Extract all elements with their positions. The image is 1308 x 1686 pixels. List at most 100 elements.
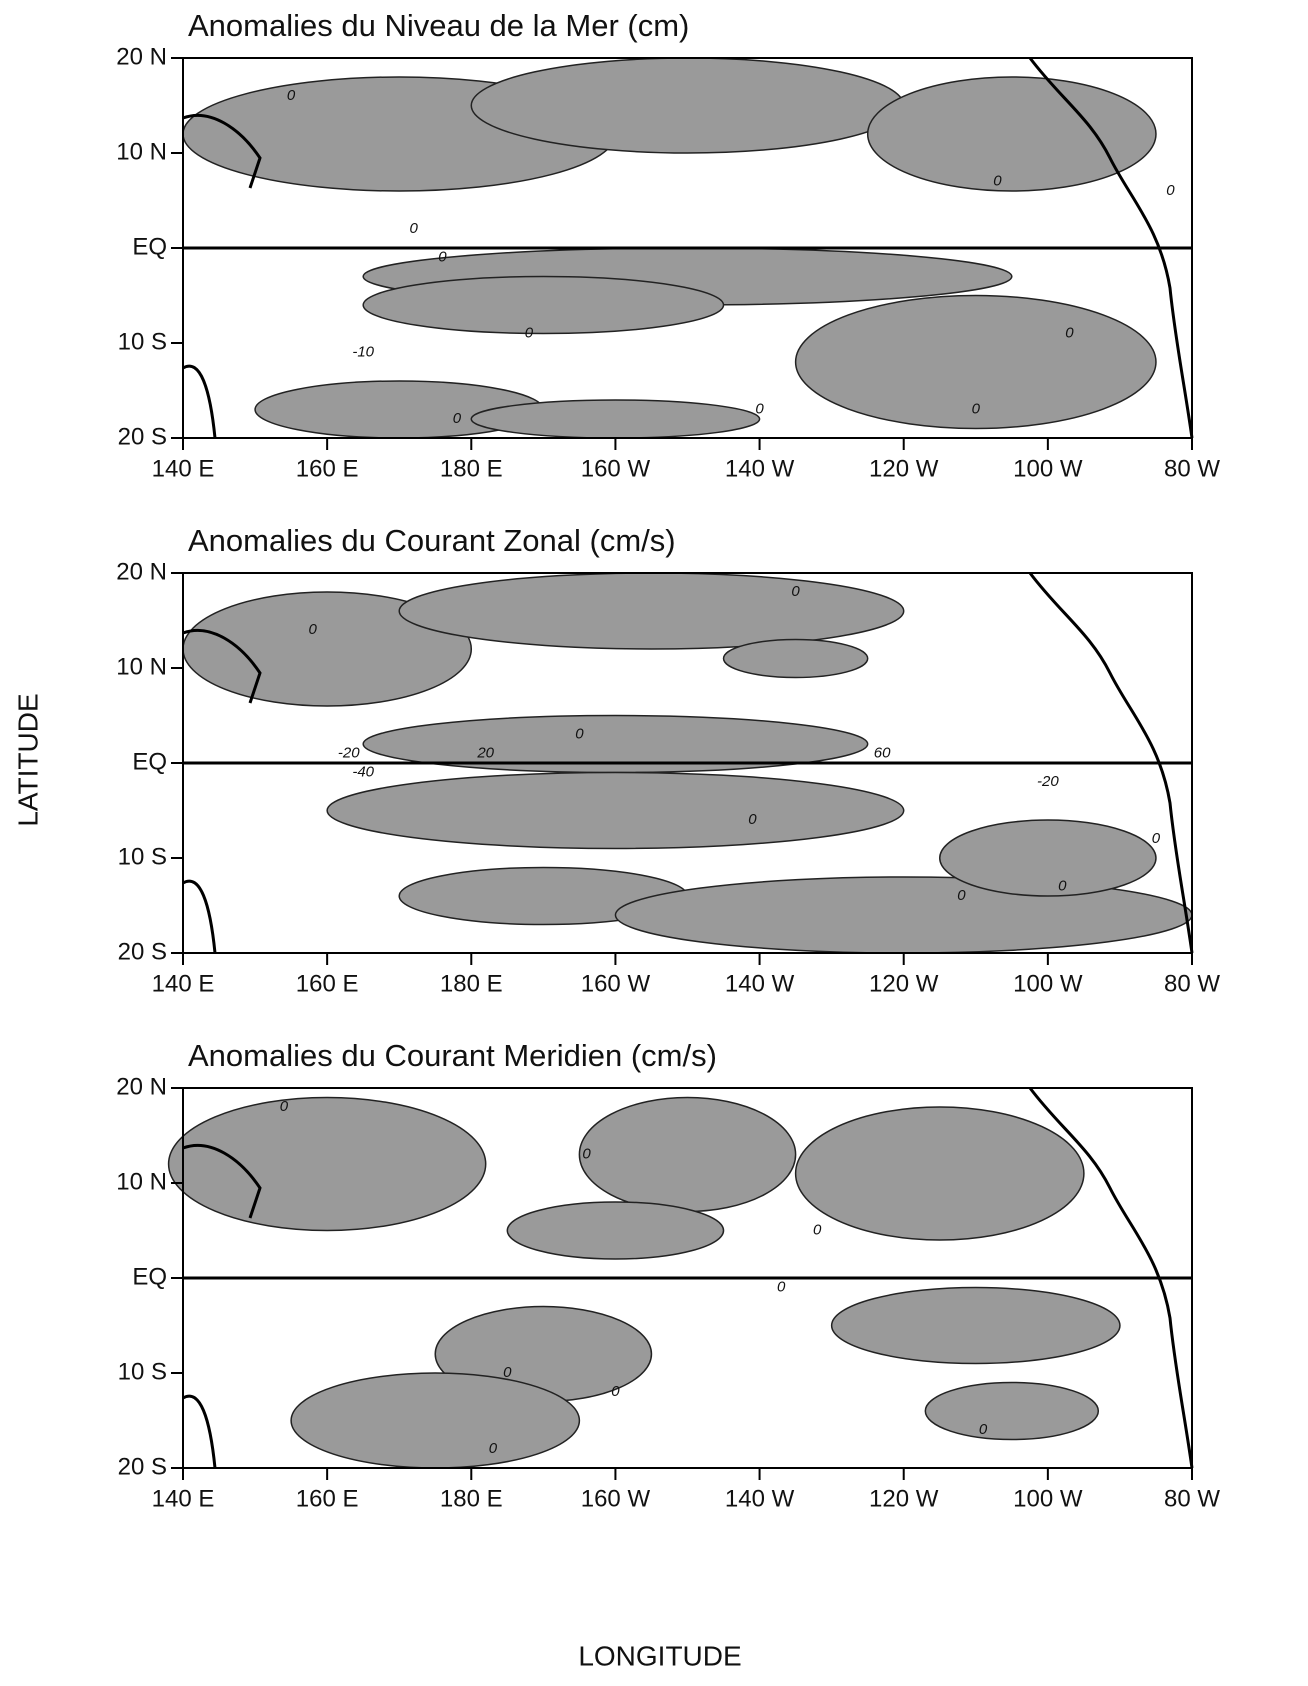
contour-label: 0 bbox=[1166, 182, 1175, 199]
contour-label: 0 bbox=[1152, 830, 1161, 847]
y-tick-label: 20 S bbox=[118, 1453, 167, 1480]
contour-label: -40 bbox=[352, 763, 374, 780]
contour-label: 0 bbox=[777, 1278, 786, 1295]
y-tick-label: 20 S bbox=[118, 938, 167, 965]
contour-label: 0 bbox=[791, 583, 800, 600]
x-tick-label: 160 E bbox=[296, 455, 359, 482]
x-tick-label: 180 E bbox=[440, 1485, 503, 1512]
y-tick-label: 10 S bbox=[118, 843, 167, 870]
contour-label: 0 bbox=[489, 1440, 498, 1457]
contour-label: -20 bbox=[1037, 773, 1059, 790]
shaded-region bbox=[722, 638, 869, 679]
x-tick-label: 120 W bbox=[869, 455, 939, 482]
x-tick-label: 180 E bbox=[440, 455, 503, 482]
x-tick-label: 80 W bbox=[1164, 1485, 1220, 1512]
contour-label: 0 bbox=[748, 811, 757, 828]
y-tick-label: 10 S bbox=[118, 328, 167, 355]
y-tick-label: EQ bbox=[132, 1263, 167, 1290]
shaded-region bbox=[290, 1372, 581, 1469]
x-tick-label: 80 W bbox=[1164, 455, 1220, 482]
contour-label: -10 bbox=[352, 343, 374, 360]
x-tick-label: 120 W bbox=[869, 1485, 939, 1512]
y-tick-label: 20 N bbox=[116, 43, 167, 70]
contour-label: 0 bbox=[575, 725, 584, 742]
shaded-region bbox=[362, 275, 725, 335]
y-tick-label: EQ bbox=[132, 233, 167, 260]
contour-label: 0 bbox=[287, 87, 296, 104]
contour-label: 0 bbox=[1058, 877, 1067, 894]
shaded-region bbox=[470, 57, 905, 154]
shaded-region bbox=[939, 819, 1157, 897]
y-tick-label: 20 N bbox=[116, 1073, 167, 1100]
coastline bbox=[182, 1143, 262, 1469]
contour-label: 0 bbox=[503, 1364, 512, 1381]
y-tick-label: 10 N bbox=[116, 1168, 167, 1195]
x-tick-label: 140 W bbox=[725, 1485, 795, 1512]
x-tick-label: 100 W bbox=[1013, 970, 1083, 997]
coastline bbox=[1028, 57, 1194, 439]
x-axis-label: LONGITUDE bbox=[578, 1640, 741, 1671]
coastline bbox=[1028, 1087, 1194, 1469]
contour-label: 0 bbox=[979, 1421, 988, 1438]
panel: Anomalies du Niveau de la Mer (cm) 20 N 10… bbox=[116, 8, 1220, 482]
contour-label: 60 bbox=[874, 744, 891, 761]
x-tick-label: 160 E bbox=[296, 970, 359, 997]
shaded-region bbox=[924, 1381, 1100, 1441]
x-tick-label: 160 E bbox=[296, 1485, 359, 1512]
contour-label: 0 bbox=[525, 324, 534, 341]
contour-label: 20 bbox=[476, 744, 494, 761]
y-axis-label: LATITUDE bbox=[12, 693, 43, 826]
contour-label: 0 bbox=[453, 410, 462, 427]
coastline bbox=[1028, 572, 1194, 954]
chart-title: Anomalies du Courant Meridien (cm/s) bbox=[188, 1038, 717, 1073]
shaded-region bbox=[578, 1096, 797, 1213]
contour-label: 0 bbox=[1065, 324, 1074, 341]
x-tick-label: 140 E bbox=[152, 970, 215, 997]
y-tick-label: 20 S bbox=[118, 423, 167, 450]
contour-label: 0 bbox=[972, 400, 981, 417]
x-tick-label: 160 W bbox=[581, 455, 651, 482]
y-tick-label: 10 N bbox=[116, 653, 167, 680]
chart-title: Anomalies du Courant Zonal (cm/s) bbox=[188, 523, 676, 558]
y-tick-label: 20 N bbox=[116, 558, 167, 585]
shaded-region bbox=[830, 1286, 1121, 1365]
x-tick-label: 80 W bbox=[1164, 970, 1220, 997]
shaded-region bbox=[866, 76, 1157, 192]
contour-label: -20 bbox=[338, 744, 360, 761]
y-tick-label: 10 N bbox=[116, 138, 167, 165]
contour-label: 0 bbox=[280, 1098, 289, 1115]
contour-label: 0 bbox=[582, 1145, 591, 1162]
contour-label: 0 bbox=[611, 1383, 620, 1400]
x-tick-label: 160 W bbox=[581, 1485, 651, 1512]
panel: Anomalies du Courant Zonal (cm/s) 20 N 10 … bbox=[116, 523, 1220, 997]
contour-label: 0 bbox=[438, 248, 447, 265]
x-tick-label: 140 W bbox=[725, 970, 795, 997]
shaded-region bbox=[506, 1201, 725, 1260]
shaded-region bbox=[470, 399, 761, 439]
shaded-region bbox=[326, 771, 905, 850]
x-tick-label: 120 W bbox=[869, 970, 939, 997]
y-tick-label: 10 S bbox=[118, 1358, 167, 1385]
contour-label: 0 bbox=[309, 621, 318, 638]
shaded-region bbox=[167, 1096, 487, 1232]
y-tick-label: EQ bbox=[132, 748, 167, 775]
shaded-region bbox=[398, 572, 905, 650]
x-tick-label: 140 W bbox=[725, 455, 795, 482]
x-tick-label: 100 W bbox=[1013, 1485, 1083, 1512]
contour-label: 0 bbox=[957, 887, 966, 904]
contour-label: 0 bbox=[409, 220, 418, 237]
x-tick-label: 140 E bbox=[152, 455, 215, 482]
shaded-region bbox=[794, 1106, 1085, 1241]
chart-title: Anomalies du Niveau de la Mer (cm) bbox=[188, 8, 689, 43]
contour-label: 0 bbox=[755, 400, 764, 417]
shaded-region bbox=[794, 294, 1157, 430]
x-tick-label: 100 W bbox=[1013, 455, 1083, 482]
x-tick-label: 140 E bbox=[152, 1485, 215, 1512]
panel: Anomalies du Courant Meridien (cm/s) 20 N… bbox=[116, 1038, 1220, 1512]
contour-label: 0 bbox=[813, 1221, 822, 1238]
contour-label: 0 bbox=[993, 172, 1002, 189]
coastline bbox=[182, 113, 262, 439]
coastline bbox=[182, 628, 262, 954]
